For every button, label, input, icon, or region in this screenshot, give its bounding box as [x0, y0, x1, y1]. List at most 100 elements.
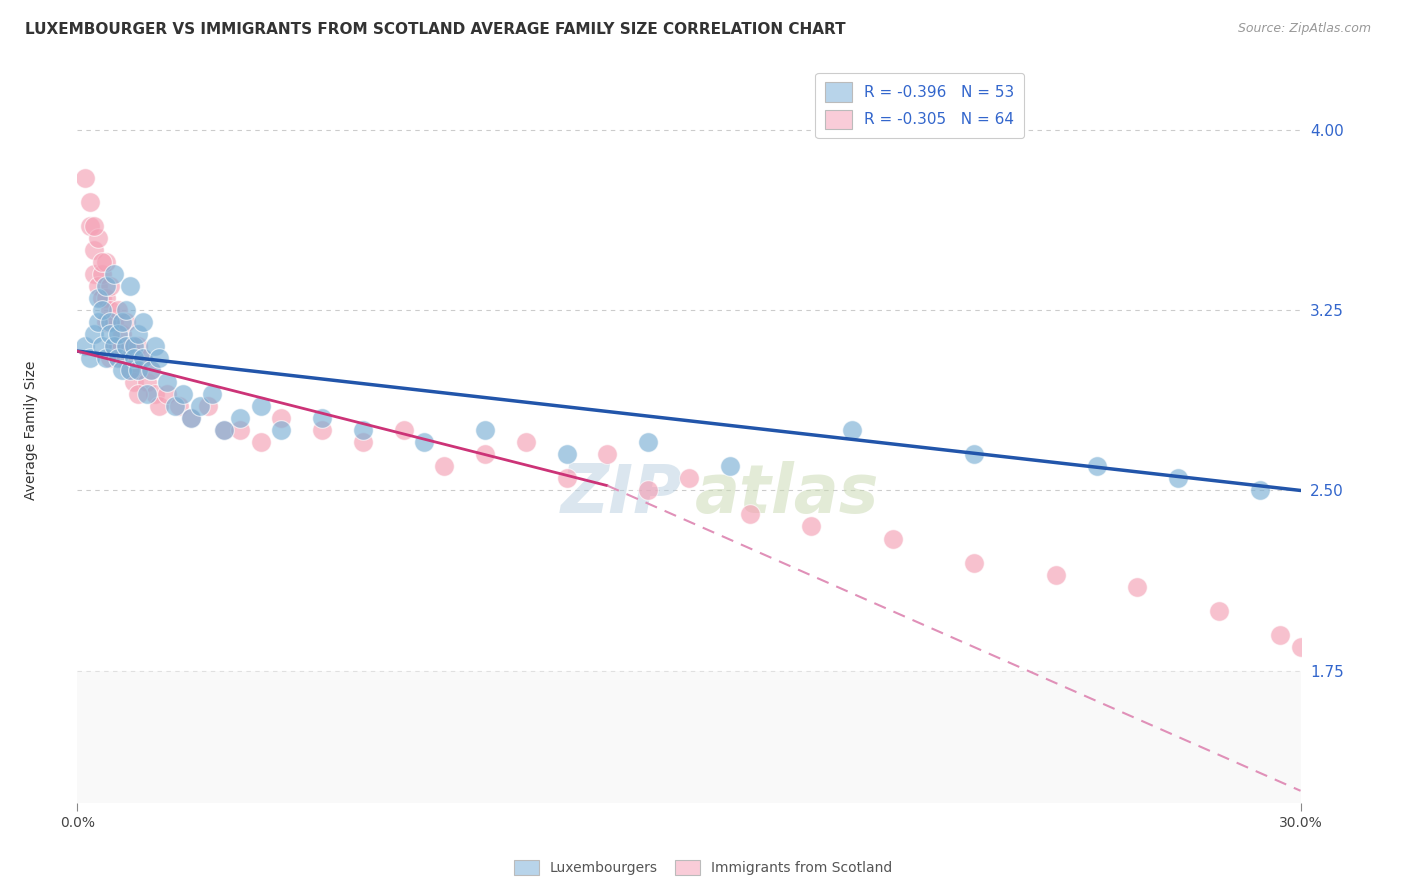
Point [180, 411, 202, 425]
Point [98, 279, 121, 293]
Point [124, 376, 146, 390]
Point [128, 363, 150, 377]
Point [229, 411, 252, 425]
Point [94, 291, 117, 305]
Point [311, 411, 333, 425]
Point [83, 219, 105, 234]
Point [124, 351, 146, 366]
Point [107, 327, 129, 342]
Point [180, 411, 202, 425]
Point [124, 339, 146, 353]
Point [111, 327, 134, 342]
Point [197, 400, 219, 414]
Text: atlas: atlas [695, 460, 879, 526]
Point [98, 351, 121, 366]
Point [107, 303, 129, 318]
Point [128, 327, 150, 342]
Point [963, 556, 986, 570]
Point [1167, 471, 1189, 485]
Point [212, 424, 235, 438]
Legend: Luxembourgers, Immigrants from Scotland: Luxembourgers, Immigrants from Scotland [509, 855, 897, 880]
Point [474, 424, 496, 438]
Legend: R = -0.396   N = 53, R = -0.305   N = 64: R = -0.396 N = 53, R = -0.305 N = 64 [815, 73, 1024, 138]
Point [115, 315, 138, 329]
Point [841, 424, 863, 438]
Point [90, 267, 112, 281]
Point [143, 339, 166, 353]
Point [120, 279, 142, 293]
Point [139, 363, 162, 377]
Point [83, 327, 105, 342]
Point [94, 279, 117, 293]
Point [103, 315, 125, 329]
Point [90, 339, 112, 353]
Point [98, 315, 121, 329]
Point [103, 339, 125, 353]
Point [120, 363, 142, 377]
Point [352, 424, 374, 438]
Point [433, 459, 456, 474]
Point [87, 231, 110, 245]
Point [90, 291, 112, 305]
Point [94, 315, 117, 329]
Point [135, 387, 157, 401]
Point [270, 411, 292, 425]
Point [107, 339, 129, 353]
Point [103, 339, 125, 353]
Point [111, 351, 134, 366]
Point [75, 171, 97, 186]
Point [98, 327, 121, 342]
Point [131, 315, 153, 329]
Point [156, 376, 179, 390]
Point [94, 255, 117, 269]
Point [311, 424, 333, 438]
Point [128, 363, 150, 377]
Point [882, 532, 904, 546]
Point [740, 508, 762, 522]
Text: Source: ZipAtlas.com: Source: ZipAtlas.com [1237, 22, 1371, 36]
Point [115, 303, 138, 318]
Point [1045, 567, 1067, 582]
Point [156, 387, 179, 401]
Point [1126, 580, 1149, 594]
Point [1270, 627, 1292, 641]
Point [1208, 604, 1230, 618]
Point [201, 387, 224, 401]
Point [115, 339, 138, 353]
Point [107, 351, 129, 366]
Bar [77, 671, 1301, 803]
Point [94, 351, 117, 366]
Point [474, 447, 496, 461]
Point [83, 243, 105, 257]
Point [169, 400, 191, 414]
Point [555, 447, 578, 461]
Point [111, 315, 134, 329]
Point [250, 400, 273, 414]
Point [229, 424, 252, 438]
Point [83, 267, 105, 281]
Point [678, 471, 700, 485]
Point [135, 376, 157, 390]
Point [148, 400, 170, 414]
Point [79, 195, 101, 210]
Point [87, 315, 110, 329]
Point [143, 387, 166, 401]
Point [392, 424, 415, 438]
Point [111, 363, 134, 377]
Point [413, 435, 436, 450]
Point [128, 387, 150, 401]
Point [800, 519, 823, 533]
Point [120, 363, 142, 377]
Point [555, 471, 578, 485]
Point [103, 267, 125, 281]
Point [515, 435, 537, 450]
Point [131, 351, 153, 366]
Point [90, 303, 112, 318]
Point [79, 219, 101, 234]
Point [98, 303, 121, 318]
Point [1085, 459, 1108, 474]
Text: LUXEMBOURGER VS IMMIGRANTS FROM SCOTLAND AVERAGE FAMILY SIZE CORRELATION CHART: LUXEMBOURGER VS IMMIGRANTS FROM SCOTLAND… [25, 22, 846, 37]
Point [75, 339, 97, 353]
Point [352, 435, 374, 450]
Point [212, 424, 235, 438]
